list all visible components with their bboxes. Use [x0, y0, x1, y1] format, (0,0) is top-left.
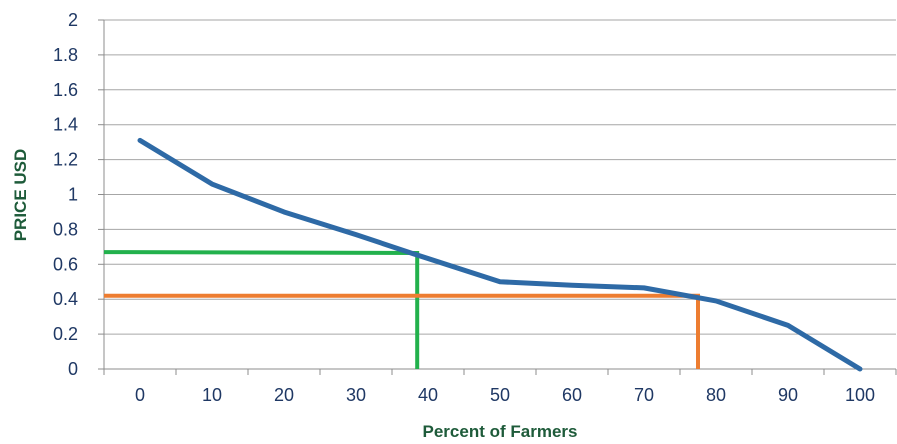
y-tick-label-5: 1: [68, 185, 78, 205]
y-tick-label-3: 0.6: [53, 254, 78, 274]
x-tick-label-8: 80: [706, 385, 726, 405]
y-axis-title: PRICE USD: [11, 149, 30, 242]
x-tick-label-1: 10: [202, 385, 222, 405]
x-tick-label-9: 90: [778, 385, 798, 405]
reference-line-1: [104, 293, 700, 369]
y-tick-label-1: 0.2: [53, 324, 78, 344]
x-tick-label-2: 20: [274, 385, 294, 405]
y-tick-label-4: 0.8: [53, 219, 78, 239]
y-tick-label-9: 1.8: [53, 45, 78, 65]
x-tick-label-3: 30: [346, 385, 366, 405]
x-tick-label-7: 70: [634, 385, 654, 405]
x-tick-label-4: 40: [418, 385, 438, 405]
y-tick-label-2: 0.4: [53, 289, 78, 309]
y-tick-label-7: 1.4: [53, 115, 78, 135]
series-line-0: [137, 137, 863, 372]
x-tick-labels: 0 10 20 30 40 50 60 70 80 90 100: [135, 385, 875, 405]
y-tick-label-6: 1.2: [53, 150, 78, 170]
gridlines: [104, 19, 896, 335]
reference-line-0: [103, 250, 420, 369]
x-axis-title: Percent of Farmers: [423, 422, 578, 441]
reference-lines: [103, 250, 700, 369]
y-tick-label-8: 1.6: [53, 80, 78, 100]
x-tick-label-5: 50: [490, 385, 510, 405]
axes: [98, 19, 897, 375]
x-tick-label-10: 100: [845, 385, 875, 405]
x-tick-label-0: 0: [135, 385, 145, 405]
series-layer: [137, 137, 863, 372]
y-tick-label-0: 0: [68, 359, 78, 379]
y-tick-label-10: 2: [68, 10, 78, 30]
y-tick-labels: 0 0.2 0.4 0.6 0.8 1 1.2 1.4 1.6 1.8 2: [53, 10, 78, 379]
x-tick-label-6: 60: [562, 385, 582, 405]
